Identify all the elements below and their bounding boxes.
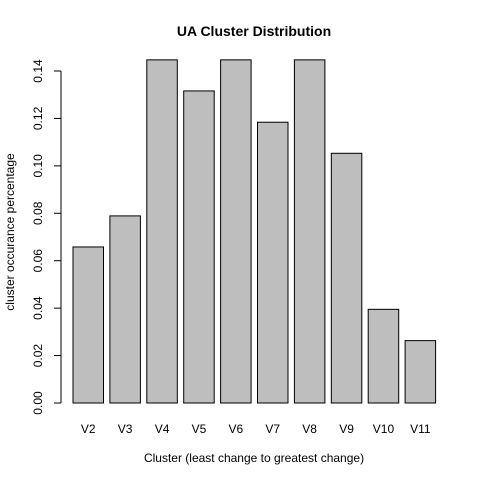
bar-v7: [257, 121, 289, 404]
chart-title: UA Cluster Distribution: [177, 23, 331, 39]
x-tick-label-v11: V11: [410, 422, 431, 436]
x-tick-label-v9: V9: [339, 422, 354, 436]
x-tick-label-v2: V2: [81, 422, 96, 436]
x-axis-label: Cluster (least change to greatest change…: [144, 451, 364, 465]
x-tick-label-v10: V10: [373, 422, 395, 436]
bars-group: [72, 59, 437, 404]
bar-v10: [367, 308, 400, 404]
y-tick-label: 0.12: [31, 106, 45, 130]
bar-v4: [146, 59, 178, 404]
bar-v5: [183, 90, 215, 404]
y-axis-label: cluster occurance percentage: [3, 153, 17, 311]
x-tick-label-v7: V7: [265, 422, 280, 436]
bar-v8: [293, 59, 326, 404]
y-tick-label: 0.00: [31, 391, 45, 415]
y-tick-label: 0.02: [31, 344, 45, 368]
y-tick-label: 0.14: [31, 59, 45, 83]
bar-v2: [72, 246, 104, 404]
y-tick-label: 0.10: [31, 154, 45, 178]
x-tick-label-v5: V5: [192, 422, 207, 436]
bar-v3: [109, 215, 141, 404]
x-tick-label-v6: V6: [229, 422, 244, 436]
bar-v6: [220, 59, 252, 404]
x-tick-label-v3: V3: [118, 422, 133, 436]
bar-v9: [330, 152, 363, 404]
y-tick-label: 0.06: [31, 249, 45, 273]
bar-v11: [404, 340, 437, 404]
x-tick-labels: V2 V3 V4 V5 V6 V7 V8 V9 V10 V11: [81, 422, 431, 436]
x-tick-label-v4: V4: [155, 422, 170, 436]
y-tick-label: 0.08: [31, 201, 45, 225]
y-tick-label: 0.04: [31, 296, 45, 320]
y-axis: 0.00 0.02 0.04 0.06 0.08 0.10 0.12 0.14: [31, 59, 62, 415]
x-tick-label-v8: V8: [302, 422, 317, 436]
